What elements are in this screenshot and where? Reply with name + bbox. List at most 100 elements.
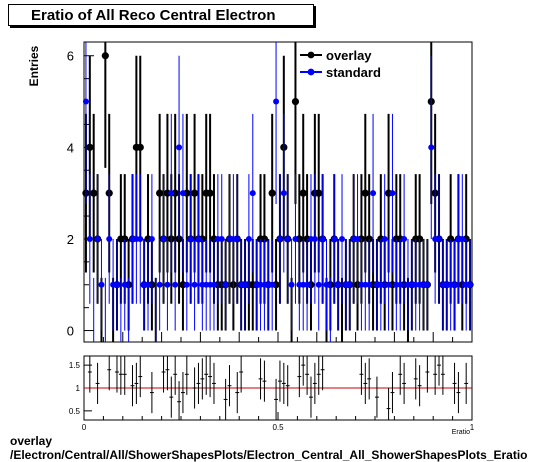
standard-point [113, 281, 120, 288]
standard-point [121, 281, 128, 288]
overlay-point [361, 189, 369, 197]
standard-point [323, 281, 330, 288]
legend-label-standard: standard [326, 65, 381, 80]
standard-point [385, 281, 392, 288]
standard-point [354, 235, 361, 242]
series-standard [82, 42, 474, 342]
series-overlay [82, 42, 474, 342]
standard-point [148, 235, 155, 242]
standard-point [315, 281, 322, 288]
standard-point [160, 235, 167, 242]
overlay-point [86, 143, 94, 151]
overlay-point [315, 189, 323, 197]
y-tick-label: 2 [67, 232, 74, 247]
standard-point [187, 235, 194, 242]
y-tick-label: 6 [67, 49, 74, 64]
standard-point [242, 281, 249, 288]
title-box: Eratio of All Reco Central Electron [8, 4, 314, 26]
standard-point [288, 281, 295, 288]
standard-point [467, 281, 474, 288]
overlay-point [136, 143, 144, 151]
ratio-x-tick-label: 0 [82, 423, 87, 432]
standard-point [82, 98, 89, 105]
y-axis-label: Entries [27, 45, 41, 86]
standard-point [176, 144, 183, 151]
standard-point [339, 235, 346, 242]
standard-point [234, 235, 241, 242]
standard-point [331, 235, 338, 242]
standard-point [245, 235, 252, 242]
overlay-point [206, 189, 214, 197]
standard-point [222, 281, 229, 288]
standard-point [401, 235, 408, 242]
standard-point [210, 281, 217, 288]
standard-point [346, 281, 353, 288]
standard-point [164, 281, 171, 288]
standard-point [381, 235, 388, 242]
standard-point [389, 190, 396, 197]
standard-point [397, 281, 404, 288]
overlay-point [299, 189, 307, 197]
standard-point [269, 281, 276, 288]
standard-point [249, 190, 256, 197]
standard-point [273, 98, 280, 105]
standard-point [156, 281, 163, 288]
overlay-point [268, 189, 276, 197]
main-plot-marks [82, 42, 474, 342]
standard-point [436, 235, 443, 242]
standard-point [311, 235, 318, 242]
standard-point [319, 235, 326, 242]
standard-point [276, 235, 283, 242]
standard-point [145, 281, 152, 288]
standard-point [218, 235, 225, 242]
standard-point [191, 281, 198, 288]
overlay-point [101, 52, 109, 60]
standard-point [292, 235, 299, 242]
standard-point [370, 190, 377, 197]
legend: overlay standard [300, 48, 381, 80]
standard-point [377, 281, 384, 288]
legend-label-overlay: overlay [326, 48, 372, 63]
y-tick-label: 0 [67, 324, 74, 339]
ratio-x-axis-label: Eratio [452, 429, 470, 436]
footer-label-path: /Electron/Central/All/ShowerShapesPlots/… [10, 448, 528, 462]
overlay-point [291, 97, 300, 106]
overlay-point [156, 189, 164, 197]
standard-point [366, 281, 373, 288]
standard-point [168, 190, 175, 197]
ratio-y-tick-label: 1.5 [69, 361, 81, 370]
standard-point [195, 235, 202, 242]
ratio-y-tick-label: 0.5 [69, 407, 81, 416]
standard-point [451, 281, 458, 288]
overlay-point [90, 189, 98, 197]
main-plot-border [83, 41, 473, 343]
standard-point [183, 281, 190, 288]
footer-label-overlay: overlay [10, 434, 53, 448]
standard-point [335, 281, 342, 288]
standard-point [98, 281, 105, 288]
standard-point [179, 190, 186, 197]
standard-point [280, 190, 287, 197]
overlay-point [190, 189, 199, 197]
chart-title: Eratio of All Reco Central Electron [31, 7, 276, 24]
y-tick-label: 4 [67, 140, 74, 155]
standard-point [284, 235, 291, 242]
standard-point [304, 281, 311, 288]
standard-point [459, 235, 466, 242]
ratio-y-tick-label: 1 [76, 384, 81, 393]
ratio-plot-marks [84, 356, 472, 420]
standard-point [137, 235, 144, 242]
legend-marker-standard [307, 68, 315, 76]
standard-point [94, 235, 101, 242]
standard-point [428, 144, 435, 151]
standard-point [172, 281, 179, 288]
ratio-x-tick-label: 0.5 [272, 423, 284, 432]
standard-point [424, 281, 431, 288]
legend-marker-overlay [307, 51, 315, 59]
ratio-x-tick-label: 1 [470, 423, 475, 432]
standard-point [106, 235, 113, 242]
standard-point [86, 235, 93, 242]
